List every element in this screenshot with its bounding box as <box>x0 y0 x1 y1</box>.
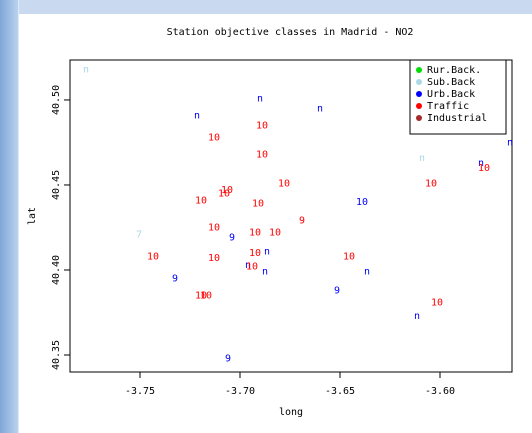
y-axis-label: lat <box>27 207 38 225</box>
y-tick-label: 40.50 <box>51 85 62 115</box>
point-label: 9 <box>334 285 340 296</box>
legend-label: Urb.Back <box>427 89 475 100</box>
point-label: 10 <box>478 163 490 174</box>
point-label: n <box>317 103 323 114</box>
point-label: 10 <box>269 228 281 239</box>
point-label: n <box>364 267 370 278</box>
legend-label: Traffic <box>427 101 469 112</box>
legend-label: Industrial <box>427 113 487 124</box>
top-strip <box>19 0 532 14</box>
point-label: 10 <box>356 197 368 208</box>
x-axis-label: long <box>279 407 303 418</box>
chart-title: Station objective classes in Madrid - NO… <box>167 27 414 38</box>
point-label: n <box>414 311 420 322</box>
point-label: 9 <box>172 273 178 284</box>
point-label: 10 <box>252 199 264 210</box>
x-tick-label: -3.70 <box>225 386 255 397</box>
point-label: 7 <box>136 229 142 240</box>
x-tick-label: -3.75 <box>125 386 155 397</box>
page: {"chart_data": {"type": "scatter", "titl… <box>0 0 532 433</box>
chart: Station objective classes in Madrid - NO… <box>0 0 532 433</box>
legend-marker <box>416 91 422 97</box>
y-tick-label: 40.35 <box>51 340 62 370</box>
point-label: 10 <box>278 178 290 189</box>
point-label: n <box>83 64 89 75</box>
legend-marker <box>416 67 422 73</box>
point-label: 10 <box>343 251 355 262</box>
point-label: 10 <box>256 120 268 131</box>
x-tick-label: -3.65 <box>325 386 355 397</box>
point-label: 9 <box>229 233 235 244</box>
point-label: 9 <box>299 216 305 227</box>
point-label: 10 <box>208 253 220 264</box>
point-label: 10 <box>200 290 212 301</box>
point-label: 10 <box>218 188 230 199</box>
point-label: 10 <box>256 149 268 160</box>
point-label: 10 <box>431 297 443 308</box>
point-label: n <box>264 246 270 257</box>
point-label: 10 <box>249 248 261 259</box>
point-label: 10 <box>246 262 258 273</box>
point-label: n <box>262 267 268 278</box>
legend-label: Sub.Back <box>427 77 475 88</box>
legend-label: Rur.Back. <box>427 65 481 76</box>
point-label: 10 <box>425 178 437 189</box>
point-label: 10 <box>208 132 220 143</box>
point-label: n <box>194 110 200 121</box>
point-label: 10 <box>208 222 220 233</box>
x-tick-label: -3.60 <box>425 386 455 397</box>
point-label: 10 <box>147 251 159 262</box>
point-label: n <box>257 93 263 104</box>
legend-marker <box>416 79 422 85</box>
point-label: 10 <box>195 195 207 206</box>
y-tick-label: 40.45 <box>51 170 62 200</box>
legend-marker <box>416 115 422 121</box>
point-label: 9 <box>225 353 231 364</box>
y-tick-label: 40.40 <box>51 255 62 285</box>
point-label: 10 <box>249 228 261 239</box>
legend-marker <box>416 103 422 109</box>
point-label: n <box>507 137 513 148</box>
point-label: n <box>419 153 425 164</box>
